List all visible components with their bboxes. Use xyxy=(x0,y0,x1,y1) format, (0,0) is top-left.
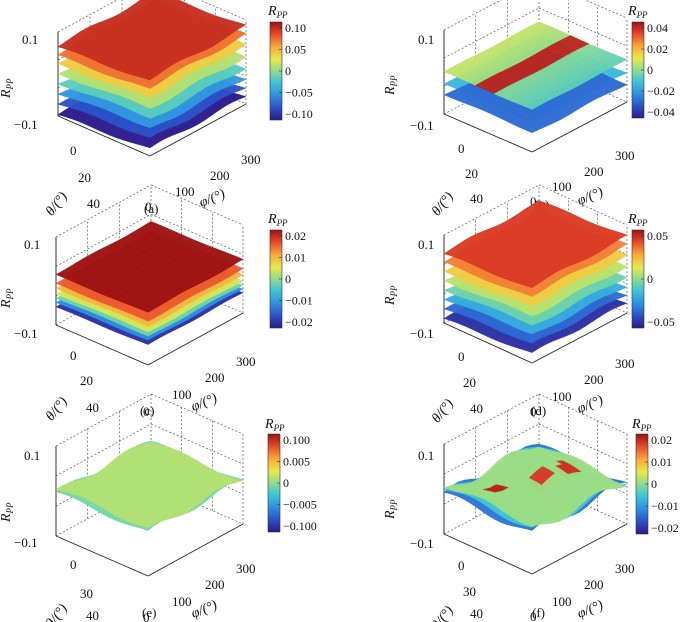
colorbar-title-b: RPP xyxy=(627,4,648,20)
z-tick-bottom-b: −0.1 xyxy=(410,118,434,133)
theta-axis-label-a: θ/(°) xyxy=(43,189,71,219)
box-edge xyxy=(55,184,152,238)
phi-axis-label-b: φ/(°) xyxy=(575,185,606,209)
phi-axis-label-c: φ/(°) xyxy=(189,391,220,415)
caption-c-text: (c) xyxy=(140,403,154,418)
theta-tick-0-b: 0 xyxy=(458,141,465,156)
surface-patch xyxy=(232,53,247,62)
colorbar-tick-label: 0.01 xyxy=(285,251,306,265)
surface-patch xyxy=(161,0,171,3)
colorbar-ticks-c: 0.02 0.01 0 −0.01 −0.02 xyxy=(279,229,313,329)
phi-tick-3-c: 300 xyxy=(236,354,256,369)
colorbar-tick-label: −0.01 xyxy=(285,294,313,308)
colorbar-tick-label: 0 xyxy=(285,64,291,78)
axis-line xyxy=(149,103,247,157)
surface-layer-top xyxy=(443,21,628,110)
phi-tick-0-a: 0 xyxy=(145,199,152,214)
surface-patch xyxy=(232,41,247,50)
grid-line xyxy=(443,7,540,59)
z-axis-label-a: RPP xyxy=(0,78,15,99)
panel-d: 0.1 −0.1 RPP 0 20 40 θ/(°) 0 100 200 300… xyxy=(383,184,675,426)
surface-patch xyxy=(232,30,247,39)
theta-tick-0-c: 0 xyxy=(70,348,77,363)
theta-tick-1-b: 20 xyxy=(465,166,478,181)
colorbar-tick-label: 0.10 xyxy=(285,21,306,35)
surface-patch xyxy=(231,94,247,100)
phi-tick-2-b: 200 xyxy=(584,164,604,179)
axis-line xyxy=(57,115,151,157)
colorbar-tick-label: 0.04 xyxy=(647,21,668,35)
colorbar-tick-label: 0.02 xyxy=(285,229,306,243)
plot-area-b xyxy=(443,0,628,153)
z-tick-top-a: 0.1 xyxy=(22,32,38,47)
phi-tick-1-c: 100 xyxy=(172,387,192,402)
phi-tick-2-a: 200 xyxy=(210,168,230,183)
phi-tick-2-c: 200 xyxy=(205,370,225,385)
axis-line xyxy=(531,101,628,153)
colorbar-tick-label: 0.05 xyxy=(285,43,306,57)
z-tick-bottom-a: −0.1 xyxy=(14,117,38,132)
colorbar-tick-label: −0.10 xyxy=(285,107,313,121)
theta-tick-1-c: 20 xyxy=(80,373,93,388)
colorbar-ticks-a: 0.10 0.05 0 −0.05 −0.10 xyxy=(279,21,313,121)
colorbar-tick-label: −0.02 xyxy=(285,315,313,329)
surface-patch xyxy=(613,81,628,89)
plot-area-d xyxy=(443,184,628,364)
z-tick-top-b: 0.1 xyxy=(418,32,434,47)
plot-area-a xyxy=(57,0,247,157)
theta-tick-2-a: 40 xyxy=(87,196,100,211)
phi-tick-3-b: 300 xyxy=(615,148,635,163)
surface-patch xyxy=(232,22,247,29)
theta-axis-label-b: θ/(°) xyxy=(429,189,457,219)
z-axis-label-c: RPP xyxy=(0,288,15,309)
surface-patch xyxy=(232,66,247,74)
surface-patch xyxy=(231,86,247,92)
phi-tick-3-a: 300 xyxy=(241,152,261,167)
theta-tick-0-a: 0 xyxy=(70,143,77,158)
surface-patch xyxy=(613,70,628,77)
box-edge xyxy=(584,0,628,19)
colorbar-ticks-b: 0.04 0.02 0 −0.02 −0.04 xyxy=(641,21,675,119)
colorbar-tick-label: −0.05 xyxy=(285,86,313,100)
phi-tick-1-b: 100 xyxy=(552,179,572,194)
surface-layer-7 xyxy=(57,0,247,81)
panel-b: 0.1 −0.1 RPP 0 20 40 θ/(°) 0 100 200 300… xyxy=(383,0,675,219)
colorbar-tick-label: −0.04 xyxy=(647,105,675,119)
theta-tick-2-b: 40 xyxy=(470,191,483,206)
z-axis-label-b: RPP xyxy=(383,75,399,96)
axes-b xyxy=(443,30,628,153)
colorbar-tick-label: 0.02 xyxy=(647,42,668,56)
colorbar-tick-label: 0 xyxy=(647,63,653,77)
panel-a: 0.1 −0.1 RPP 0 20 40 θ/(°) 0 100 200 300… xyxy=(0,0,313,219)
z-tick-bottom-c: −0.1 xyxy=(14,326,38,341)
axes-a xyxy=(57,32,247,157)
colorbar-title-a: RPP xyxy=(267,4,288,20)
box-edge xyxy=(443,0,502,31)
colorbar-tick-label: 0 xyxy=(285,272,291,286)
theta-tick-2-c: 40 xyxy=(86,400,99,415)
surface-patch xyxy=(232,76,247,83)
colorbar-tick-label: −0.02 xyxy=(647,84,675,98)
colorbar-title-c: RPP xyxy=(267,212,288,228)
axis-line xyxy=(443,113,533,153)
panel-c: 0.1 −0.1 RPP 0 20 40 θ/(°) 0 100 200 300… xyxy=(0,184,313,424)
phi-axis-label-a: φ/(°) xyxy=(197,187,228,211)
box-edge xyxy=(150,184,244,226)
theta-tick-1-a: 20 xyxy=(78,170,91,185)
theta-axis-label-c: θ/(°) xyxy=(43,394,71,424)
phi-tick-1-a: 100 xyxy=(175,184,195,199)
z-tick-top-c: 0.1 xyxy=(24,237,40,252)
